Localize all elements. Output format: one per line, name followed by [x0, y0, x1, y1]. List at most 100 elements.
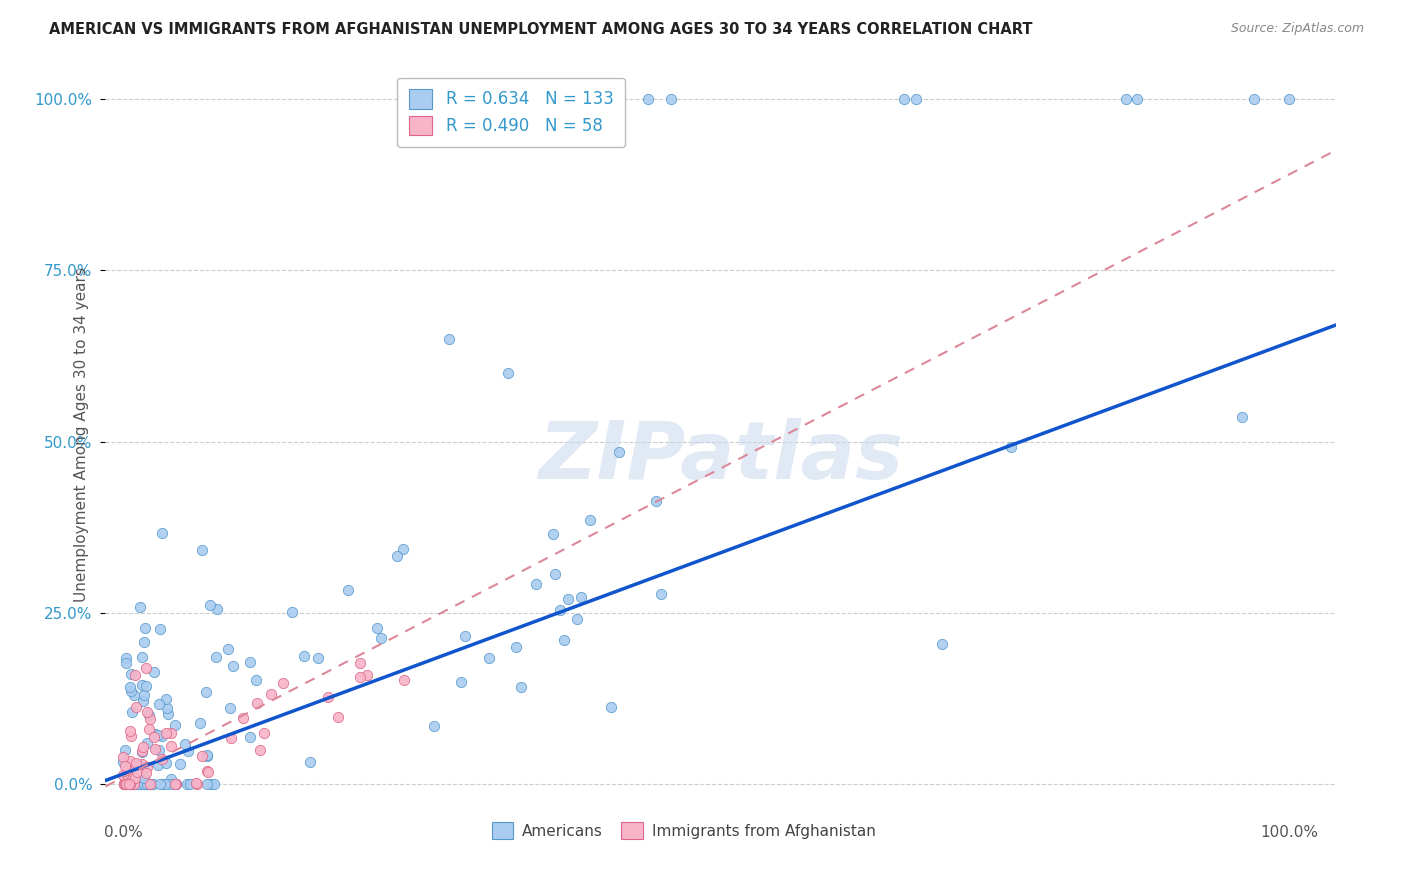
Point [931, 638, 953, 652]
Point [349, 670, 371, 684]
Point [143, 727, 166, 741]
Point [128, 777, 150, 791]
Point [146, 757, 169, 772]
Point [246, 696, 269, 710]
Point [127, 757, 149, 772]
Point [131, 746, 153, 760]
Point [136, 777, 159, 791]
Legend: Americans, Immigrants from Afghanistan: Americans, Immigrants from Afghanistan [485, 815, 882, 846]
Point [125, 700, 148, 714]
Point [155, 756, 177, 770]
Point [299, 756, 322, 770]
Point [219, 701, 242, 715]
Point [122, 777, 145, 791]
Point [195, 777, 218, 791]
Y-axis label: Unemployment Among Ages 30 to 34 years: Unemployment Among Ages 30 to 34 years [73, 268, 89, 602]
Point [156, 706, 179, 721]
Point [496, 366, 519, 380]
Point [121, 705, 143, 719]
Point [128, 777, 150, 791]
Point [114, 777, 136, 791]
Point [142, 730, 165, 744]
Point [509, 680, 531, 694]
Point [134, 777, 156, 791]
Point [150, 729, 173, 743]
Point [153, 777, 176, 791]
Point [281, 605, 304, 619]
Point [148, 743, 170, 757]
Point [112, 777, 135, 791]
Point [607, 445, 630, 459]
Point [120, 684, 142, 698]
Point [165, 777, 187, 791]
Point [553, 633, 575, 648]
Point [150, 751, 173, 765]
Point [128, 777, 150, 791]
Point [550, 603, 572, 617]
Point [135, 661, 157, 675]
Point [114, 777, 136, 791]
Point [163, 777, 186, 791]
Point [541, 527, 564, 541]
Point [114, 771, 136, 785]
Point [135, 777, 157, 791]
Point [131, 650, 153, 665]
Point [650, 587, 672, 601]
Point [143, 665, 166, 680]
Point [118, 681, 141, 695]
Point [124, 756, 146, 771]
Point [114, 743, 136, 757]
Point [115, 777, 138, 791]
Point [578, 513, 600, 527]
Point [138, 707, 160, 722]
Point [505, 640, 527, 655]
Point [134, 621, 156, 635]
Point [135, 765, 157, 780]
Point [245, 673, 267, 687]
Point [328, 709, 350, 723]
Point [477, 650, 499, 665]
Point [659, 92, 682, 106]
Point [204, 649, 226, 664]
Point [392, 542, 415, 557]
Point [177, 744, 200, 758]
Point [114, 758, 136, 772]
Point [198, 599, 221, 613]
Point [139, 712, 162, 726]
Point [132, 771, 155, 785]
Point [131, 739, 153, 754]
Point [222, 659, 245, 673]
Point [318, 690, 340, 704]
Point [271, 676, 294, 690]
Point [1126, 92, 1149, 106]
Point [1243, 92, 1265, 106]
Point [600, 700, 623, 714]
Point [111, 756, 134, 770]
Point [150, 525, 173, 540]
Point [557, 592, 579, 607]
Point [120, 777, 142, 791]
Point [423, 719, 446, 733]
Point [188, 715, 211, 730]
Point [142, 777, 165, 791]
Point [124, 777, 146, 791]
Point [249, 743, 271, 757]
Point [219, 731, 242, 745]
Point [173, 737, 195, 751]
Point [112, 768, 135, 782]
Point [124, 771, 146, 785]
Point [135, 760, 157, 774]
Point [217, 641, 239, 656]
Point [260, 687, 283, 701]
Point [195, 747, 218, 762]
Point [637, 92, 659, 106]
Point [115, 777, 138, 791]
Point [117, 777, 139, 791]
Point [149, 622, 172, 636]
Point [134, 777, 156, 791]
Point [394, 673, 416, 687]
Text: Source: ZipAtlas.com: Source: ZipAtlas.com [1230, 22, 1364, 36]
Point [349, 656, 371, 670]
Point [135, 679, 157, 693]
Text: AMERICAN VS IMMIGRANTS FROM AFGHANISTAN UNEMPLOYMENT AMONG AGES 30 TO 34 YEARS C: AMERICAN VS IMMIGRANTS FROM AFGHANISTAN … [49, 22, 1033, 37]
